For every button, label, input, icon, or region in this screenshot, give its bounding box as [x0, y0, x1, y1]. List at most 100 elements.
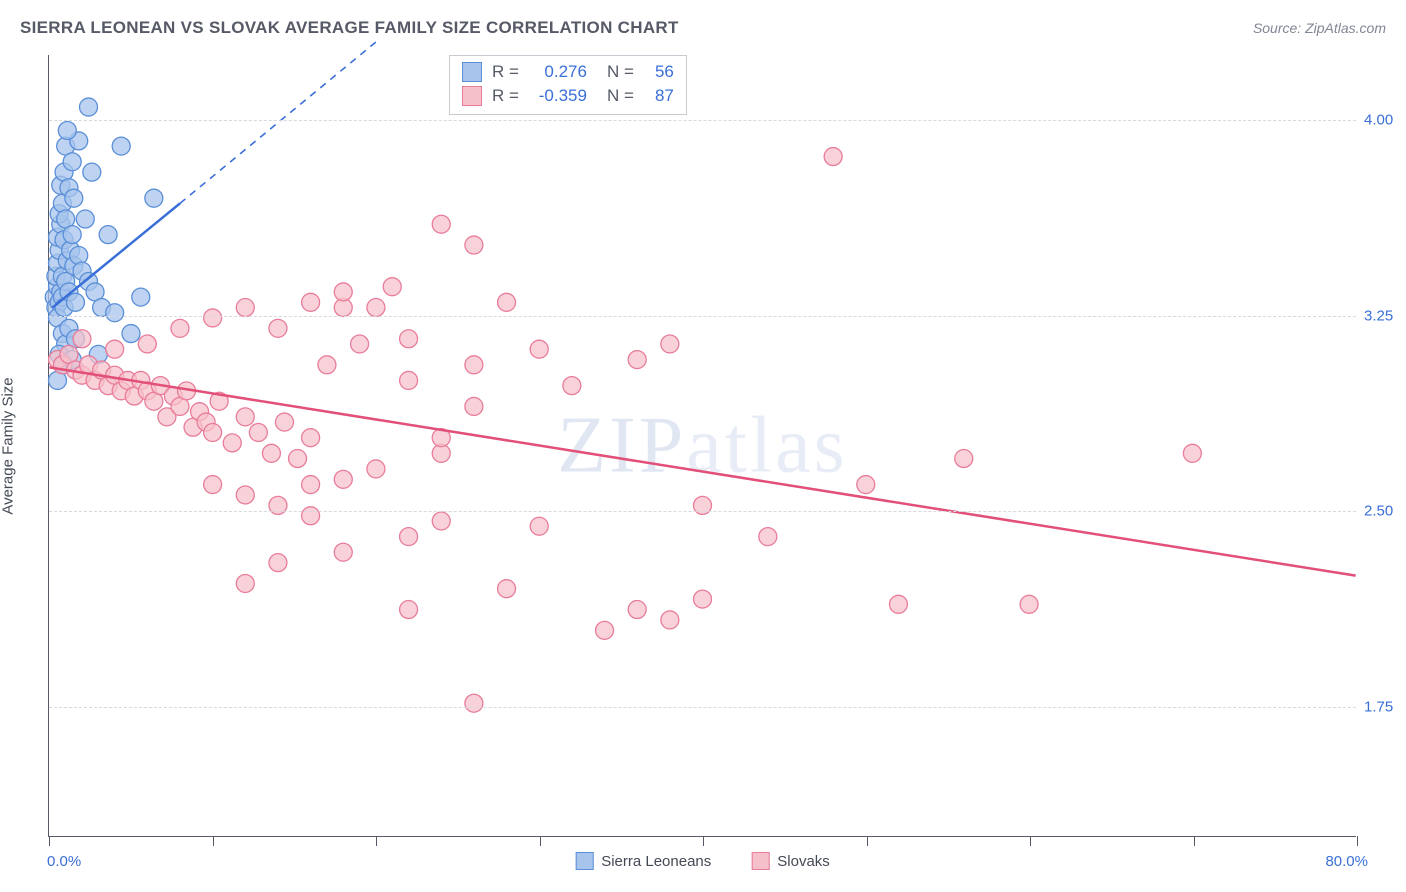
legend-label-series1: Sierra Leoneans	[601, 853, 711, 870]
data-point	[383, 278, 401, 296]
data-point	[367, 460, 385, 478]
x-tick	[540, 836, 541, 846]
data-point	[400, 371, 418, 389]
x-tick	[1194, 836, 1195, 846]
data-point	[65, 189, 83, 207]
gridline	[49, 316, 1356, 317]
data-point	[289, 450, 307, 468]
data-point	[465, 694, 483, 712]
swatch-series2-icon	[751, 852, 769, 870]
data-point	[694, 590, 712, 608]
legend-item-series2: Slovaks	[751, 852, 830, 870]
N-label: N =	[607, 60, 634, 84]
data-point	[465, 356, 483, 374]
gridline	[49, 120, 1356, 121]
N-label: N =	[607, 84, 634, 108]
data-point	[302, 429, 320, 447]
data-point	[334, 543, 352, 561]
data-point	[661, 335, 679, 353]
data-point	[269, 554, 287, 572]
x-tick	[376, 836, 377, 846]
data-point	[112, 137, 130, 155]
data-point	[106, 340, 124, 358]
data-point	[1020, 595, 1038, 613]
data-point	[628, 601, 646, 619]
N-value-series2: 87	[644, 84, 674, 108]
data-point	[63, 153, 81, 171]
data-point	[530, 517, 548, 535]
N-value-series1: 56	[644, 60, 674, 84]
legend-label-series2: Slovaks	[777, 853, 830, 870]
R-label: R =	[492, 60, 519, 84]
data-point	[223, 434, 241, 452]
data-point	[262, 444, 280, 462]
y-tick-label: 4.00	[1364, 112, 1406, 129]
data-point	[63, 226, 81, 244]
data-point	[661, 611, 679, 629]
data-point	[824, 148, 842, 166]
x-tick	[1357, 836, 1358, 846]
data-point	[99, 226, 117, 244]
x-tick	[213, 836, 214, 846]
data-point	[236, 486, 254, 504]
data-point	[955, 450, 973, 468]
data-point	[628, 351, 646, 369]
data-point	[498, 580, 516, 598]
data-point	[334, 470, 352, 488]
data-point	[138, 335, 156, 353]
data-point	[857, 476, 875, 494]
swatch-series1-icon	[575, 852, 593, 870]
x-tick	[49, 836, 50, 846]
gridline	[49, 511, 1356, 512]
data-point	[498, 293, 516, 311]
data-point	[465, 236, 483, 254]
data-point	[249, 423, 267, 441]
R-value-series2: -0.359	[529, 84, 587, 108]
data-point	[145, 189, 163, 207]
data-point	[132, 288, 150, 306]
x-tick	[703, 836, 704, 846]
data-point	[563, 377, 581, 395]
data-point	[1183, 444, 1201, 462]
data-point	[70, 246, 88, 264]
plot-svg	[49, 55, 1356, 836]
swatch-series1-icon	[462, 62, 482, 82]
data-point	[530, 340, 548, 358]
source-label: Source: ZipAtlas.com	[1253, 20, 1386, 36]
x-tick	[1030, 836, 1031, 846]
data-point	[400, 330, 418, 348]
data-point	[83, 163, 101, 181]
data-point	[275, 413, 293, 431]
data-point	[204, 476, 222, 494]
data-point	[432, 512, 450, 530]
x-min-label: 0.0%	[47, 853, 81, 870]
y-axis-label: Average Family Size	[0, 377, 17, 514]
x-max-label: 80.0%	[1325, 853, 1368, 870]
plot-area: ZIPatlas R = 0.276 N = 56 R = -0.359 N =…	[48, 55, 1356, 837]
y-tick-label: 2.50	[1364, 503, 1406, 520]
data-point	[236, 574, 254, 592]
data-point	[318, 356, 336, 374]
data-point	[269, 319, 287, 337]
stats-row-series1: R = 0.276 N = 56	[462, 60, 674, 84]
data-point	[400, 528, 418, 546]
chart-title: SIERRA LEONEAN VS SLOVAK AVERAGE FAMILY …	[20, 18, 679, 38]
data-point	[80, 98, 98, 116]
R-value-series1: 0.276	[529, 60, 587, 84]
data-point	[122, 325, 140, 343]
bottom-legend: Sierra Leoneans Slovaks	[575, 852, 830, 870]
data-point	[66, 293, 84, 311]
data-point	[432, 215, 450, 233]
data-point	[106, 304, 124, 322]
swatch-series2-icon	[462, 86, 482, 106]
data-point	[204, 423, 222, 441]
trend-line	[49, 367, 1355, 575]
data-point	[465, 397, 483, 415]
data-point	[73, 330, 91, 348]
legend-item-series1: Sierra Leoneans	[575, 852, 711, 870]
data-point	[351, 335, 369, 353]
data-point	[58, 122, 76, 140]
data-point	[302, 507, 320, 525]
data-point	[204, 309, 222, 327]
data-point	[400, 601, 418, 619]
